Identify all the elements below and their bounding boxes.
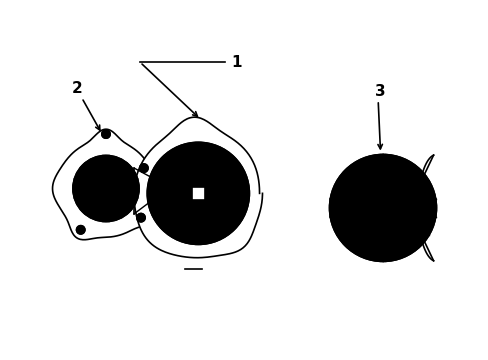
Circle shape: [185, 180, 211, 207]
Text: 2: 2: [71, 81, 82, 96]
Text: 1: 1: [230, 55, 241, 69]
Circle shape: [367, 193, 397, 222]
Circle shape: [102, 130, 110, 138]
Polygon shape: [191, 186, 204, 200]
Circle shape: [137, 213, 145, 222]
Circle shape: [77, 226, 85, 234]
Ellipse shape: [396, 227, 405, 232]
Circle shape: [147, 142, 249, 244]
Circle shape: [73, 156, 139, 221]
Ellipse shape: [355, 195, 368, 203]
Circle shape: [140, 164, 148, 172]
Polygon shape: [52, 129, 154, 240]
Ellipse shape: [366, 230, 381, 237]
Circle shape: [329, 154, 436, 261]
Polygon shape: [134, 117, 262, 258]
Ellipse shape: [397, 197, 411, 206]
Ellipse shape: [350, 219, 358, 224]
Text: 3: 3: [374, 84, 385, 99]
